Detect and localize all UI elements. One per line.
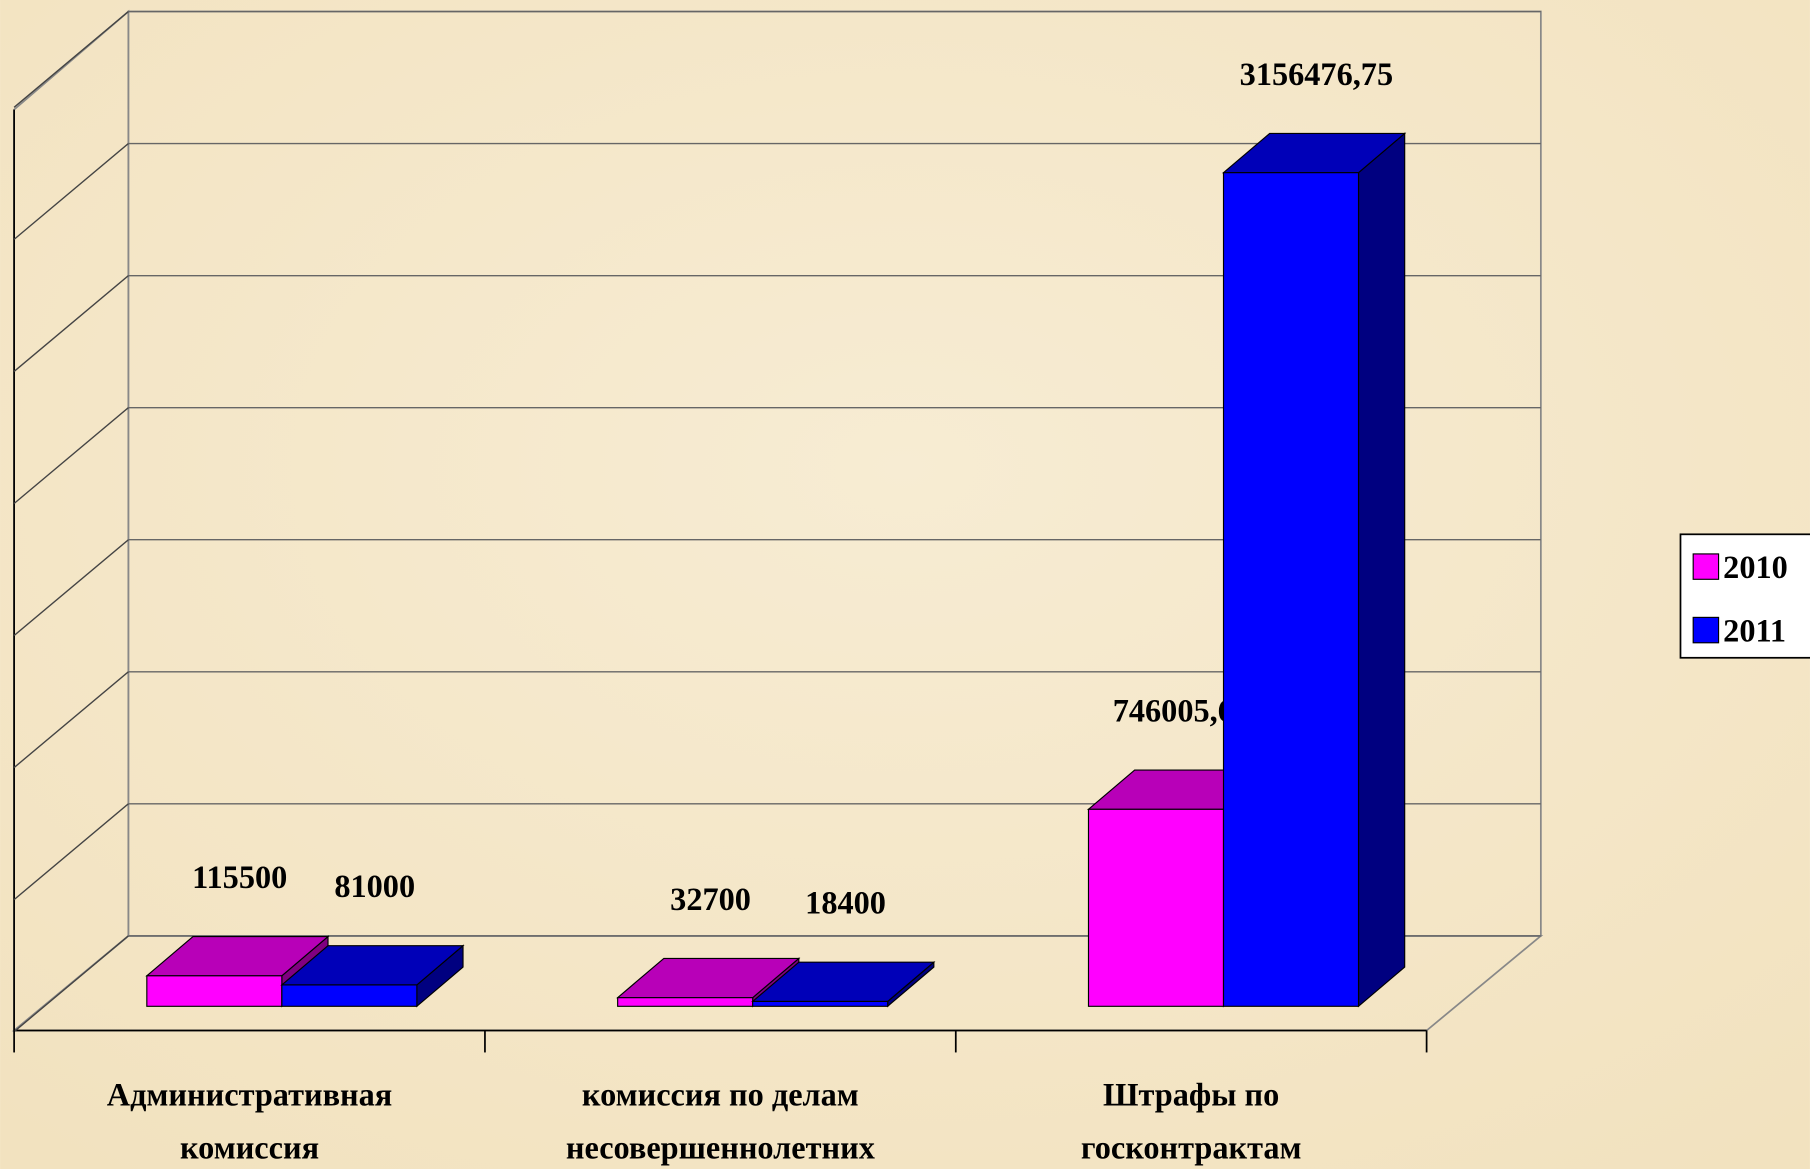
- bar-face: [281, 984, 418, 1007]
- bar-face: [617, 997, 754, 1007]
- grid-line: [13, 803, 129, 901]
- grid-line: [13, 935, 129, 1033]
- grid-line: [13, 11, 129, 108]
- bar-face: [1357, 132, 1406, 1008]
- grid-line: [13, 275, 129, 372]
- legend-swatch: [1692, 553, 1720, 580]
- legend-label: 2010: [1723, 549, 1788, 585]
- data-label: 115500: [192, 859, 287, 895]
- bar-face: [146, 975, 283, 1007]
- data-label: 3156476,75: [1240, 56, 1393, 92]
- legend-label: 2011: [1723, 613, 1786, 649]
- x-tick-label: Штрафы по госконтрактам: [1081, 1077, 1302, 1166]
- x-tick-label: Административная комиссия: [107, 1077, 393, 1166]
- data-label: 32700: [670, 881, 751, 917]
- legend-swatch: [1692, 616, 1720, 644]
- bar-face: [1222, 172, 1360, 1007]
- data-label: 81000: [334, 868, 415, 904]
- bar-face: [752, 1000, 889, 1007]
- grid-line: [13, 539, 129, 637]
- bar-face: [1087, 808, 1225, 1007]
- data-label: 18400: [805, 885, 886, 921]
- x-tick-label: комиссия по делам несовершеннолетних: [566, 1077, 875, 1166]
- bar: [1221, 132, 1407, 1008]
- grid-line: [13, 671, 129, 769]
- grid-line: [13, 143, 129, 240]
- bar: [751, 960, 936, 1008]
- bar: [280, 944, 465, 1008]
- grid-line: [13, 407, 129, 505]
